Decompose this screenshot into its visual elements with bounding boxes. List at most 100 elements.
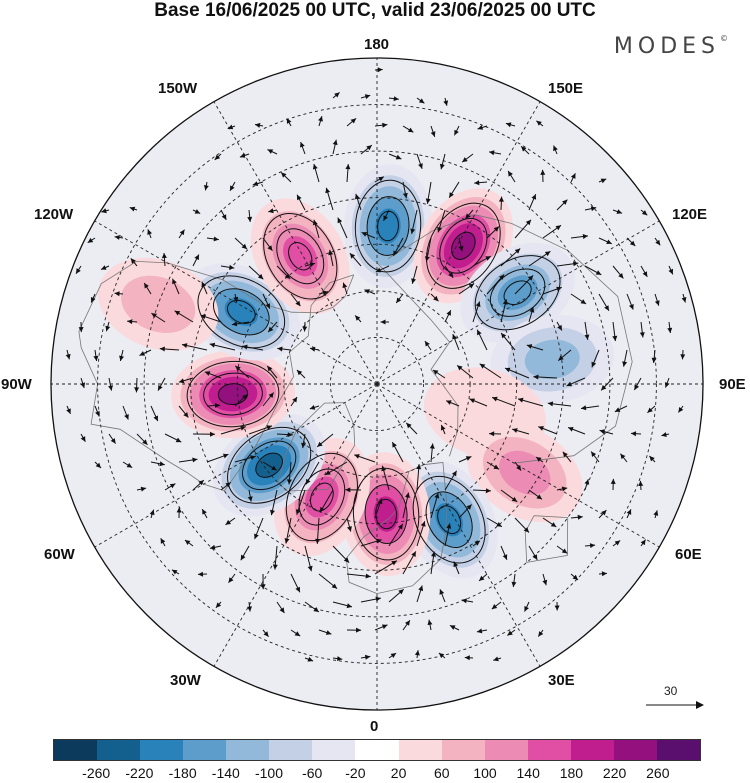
reference-vector-arrow bbox=[646, 701, 704, 709]
wind-arrow bbox=[411, 265, 418, 284]
wind-arrow bbox=[479, 363, 502, 379]
wind-arrow bbox=[536, 120, 544, 127]
wind-arrow bbox=[304, 545, 313, 572]
wind-arrow bbox=[160, 538, 166, 547]
wind-arrow bbox=[514, 461, 522, 471]
meridian-line bbox=[376, 383, 660, 548]
contour-line bbox=[197, 275, 286, 349]
wind-arrow bbox=[542, 573, 548, 586]
wind-arrow bbox=[328, 249, 334, 267]
anomaly-band bbox=[283, 236, 318, 277]
wind-arrow bbox=[248, 265, 264, 280]
wind-arrow bbox=[410, 209, 418, 235]
wind-arrow bbox=[342, 282, 348, 295]
wind-arrow bbox=[312, 219, 320, 239]
wind-arrow bbox=[474, 180, 488, 186]
wind-arrow bbox=[591, 349, 600, 368]
wind-arrow bbox=[392, 237, 404, 257]
latitude-circle bbox=[329, 336, 425, 432]
wind-arrow bbox=[547, 401, 572, 407]
wind-arrow bbox=[472, 301, 481, 323]
anomaly-band bbox=[498, 450, 551, 495]
wind-arrow bbox=[164, 483, 176, 491]
wind-arrow bbox=[284, 517, 292, 544]
wind-arrow bbox=[517, 397, 544, 407]
wind-arrow bbox=[448, 181, 460, 198]
wind-arrow bbox=[640, 265, 648, 278]
wind-arrow bbox=[204, 371, 222, 379]
wind-arrow bbox=[192, 479, 205, 491]
wind-arrow bbox=[203, 181, 209, 191]
wind-arrow bbox=[360, 538, 382, 547]
colorbar-segment bbox=[441, 740, 485, 760]
wind-arrow bbox=[240, 545, 250, 561]
wind-arrow bbox=[458, 283, 475, 295]
colorbar-tick-label: 100 bbox=[473, 765, 497, 781]
wind-arrow bbox=[654, 293, 660, 306]
wind-arrow bbox=[174, 310, 194, 323]
wind-arrow bbox=[626, 237, 636, 247]
wind-arrow bbox=[425, 181, 432, 204]
wind-arrow bbox=[424, 237, 432, 262]
wind-arrow bbox=[290, 629, 301, 637]
wind-arrow bbox=[114, 235, 124, 240]
wind-arrow bbox=[266, 365, 278, 379]
wind-arrow bbox=[305, 461, 320, 485]
wind-arrow bbox=[427, 619, 433, 631]
wind-arrow bbox=[472, 488, 491, 494]
wind-arrow bbox=[374, 67, 383, 73]
colorbar-segment bbox=[527, 740, 571, 760]
colorbar-tick-label: 60 bbox=[434, 765, 450, 781]
wind-arrow bbox=[489, 431, 502, 437]
lon-label-90e: 90E bbox=[719, 376, 746, 393]
wind-arrow bbox=[584, 206, 597, 212]
colorbar-segment bbox=[355, 740, 399, 760]
wind-arrow bbox=[491, 601, 502, 610]
colorbar-tick-label: -260 bbox=[82, 765, 111, 781]
wind-arrow bbox=[119, 349, 124, 362]
colorbar-tick-label: 140 bbox=[516, 765, 540, 781]
wind-arrow bbox=[590, 451, 600, 463]
wind-arrow bbox=[267, 321, 278, 333]
wind-arrow bbox=[192, 254, 200, 267]
wind-arrow bbox=[528, 307, 535, 323]
colorbar-segment bbox=[54, 740, 98, 760]
contour-line bbox=[203, 372, 263, 416]
wind-arrow bbox=[472, 540, 481, 547]
wind-arrow bbox=[452, 333, 460, 351]
colorbar-segment bbox=[398, 740, 442, 760]
wind-arrow bbox=[66, 405, 71, 415]
wind-arrow bbox=[680, 349, 686, 360]
wind-arrow bbox=[290, 573, 301, 593]
wind-arrow bbox=[491, 396, 516, 407]
wind-arrow bbox=[80, 377, 86, 389]
wind-arrow bbox=[528, 194, 537, 211]
contour-lines bbox=[186, 179, 561, 564]
wind-arrow bbox=[374, 122, 388, 128]
wind-arrow bbox=[580, 405, 600, 411]
wind-arrow bbox=[233, 293, 239, 303]
lon-label-60e: 60E bbox=[675, 546, 702, 563]
wind-arrow bbox=[354, 454, 376, 463]
wind-arrow bbox=[540, 169, 546, 183]
wind-arrow bbox=[584, 265, 602, 276]
wind-arrow bbox=[220, 482, 232, 491]
wind-arrow bbox=[242, 344, 264, 351]
wind-arrow bbox=[262, 293, 271, 309]
wind-arrow bbox=[388, 588, 405, 603]
lon-label-120e: 120E bbox=[672, 206, 708, 223]
wind-arrow bbox=[626, 509, 632, 519]
contour-line bbox=[377, 210, 399, 242]
wind-arrow bbox=[599, 429, 614, 435]
wind-arrow bbox=[87, 237, 96, 244]
wind-arrow bbox=[192, 431, 216, 437]
wind-arrow bbox=[500, 332, 516, 351]
wind-arrow bbox=[136, 486, 147, 492]
wind-arrow bbox=[65, 349, 71, 360]
wind-arrow bbox=[402, 125, 414, 133]
anomaly-center bbox=[466, 423, 583, 523]
wind-arrow bbox=[514, 275, 534, 295]
wind-arrow bbox=[612, 321, 618, 342]
contour-line bbox=[425, 491, 473, 548]
wind-arrow bbox=[570, 293, 587, 305]
